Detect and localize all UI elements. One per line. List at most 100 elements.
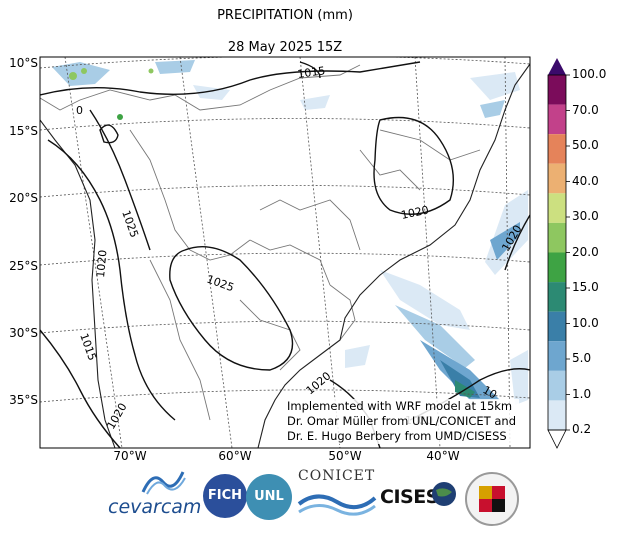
border-chile-arg — [149, 259, 211, 421]
colorbar-cell — [548, 282, 566, 312]
lat-label: 10°S — [9, 56, 38, 70]
grid-lon-50 — [299, 57, 341, 448]
isobar-1020-east — [504, 214, 530, 271]
colorbar-extend-top — [548, 58, 566, 75]
grid-lon-70 — [64, 57, 123, 448]
precip-spot-green3 — [117, 114, 123, 120]
credit-line: Implemented with WRF model at 15km — [287, 399, 513, 413]
colorbar-cell — [548, 104, 566, 135]
isobar-label: 0 — [76, 104, 83, 117]
globe-icon — [432, 482, 456, 506]
precip-patch-se — [510, 350, 528, 405]
precip-patch-north — [52, 62, 110, 86]
conicet-logo: CONICET — [298, 468, 376, 484]
model-credits: Implemented with WRF model at 15km Dr. O… — [284, 399, 519, 444]
colorbar-cell — [548, 311, 566, 342]
colorbar-cell — [548, 75, 566, 105]
border-uruguay — [329, 284, 356, 341]
precip-patch-ne2 — [480, 100, 505, 118]
colorbar-extend-bottom — [547, 429, 567, 449]
lat-label: 15°S — [9, 124, 38, 138]
precip-patch-coast — [345, 345, 370, 368]
isobar-1020-andes — [47, 139, 176, 421]
isobar-small-loop — [99, 124, 119, 144]
border-brazil-states — [259, 199, 361, 251]
isobar-label: 10 — [481, 383, 500, 401]
colorbar-tick-label: 70.0 — [572, 102, 599, 117]
credit-line: Dr. E. Hugo Berbery from UMD/CISESS — [287, 429, 507, 443]
lat-label: 25°S — [9, 259, 38, 273]
colorbar-tick-label: 0.2 — [572, 422, 592, 436]
border-bolivia — [129, 129, 251, 261]
grid-lon-60 — [179, 57, 233, 448]
cevarcam-swirl-icon — [141, 471, 186, 495]
precip-band-central2 — [395, 305, 475, 368]
grid-lat-20 — [40, 185, 530, 198]
grid-lat-35 — [40, 389, 530, 403]
lat-label: 35°S — [9, 393, 38, 407]
lon-label: 70°W — [113, 449, 147, 463]
lat-label: 20°S — [9, 191, 38, 205]
isobar-1020-ne — [373, 116, 455, 215]
border-brazil-ne — [379, 129, 481, 161]
colorbar-cell — [548, 134, 566, 164]
borders — [40, 64, 481, 421]
colorbar-tick-label: 30.0 — [572, 209, 599, 223]
colorbar-tick-label: 1.0 — [572, 386, 592, 401]
colorbar-tick-label: 15.0 — [572, 280, 599, 294]
grid-lon-30 — [504, 57, 511, 448]
credit-line: Dr. Omar Müller from UNL/CONICET and — [287, 414, 516, 428]
colorbar-tick-label: 50.0 — [572, 138, 599, 152]
grid-lat-25 — [40, 252, 530, 266]
lon-label: 40°W — [426, 449, 460, 463]
map-frame — [39, 56, 531, 449]
colorbar-tick-label: 40.0 — [572, 173, 599, 188]
colorbar — [547, 58, 570, 449]
colorbar-cell — [548, 252, 566, 283]
unl-logo: UNL — [246, 474, 292, 520]
precip-patch-north2 — [155, 60, 195, 74]
isobar-label: 1020 — [94, 249, 109, 278]
isobar-1015-north — [40, 61, 421, 96]
isobar-label: 1020 — [400, 203, 430, 222]
colorbar-tick-label: 10.0 — [572, 315, 599, 330]
cevarcam-wordmark: cevarcam — [108, 496, 202, 518]
precip-band-east-core — [490, 222, 520, 260]
precip-spot-green — [69, 72, 77, 80]
precip-spot-green4 — [148, 68, 154, 74]
umd-seal-logo — [465, 472, 519, 526]
lat-label: 30°S — [9, 326, 38, 340]
grid-lat-15 — [40, 118, 530, 131]
isobars — [40, 61, 530, 448]
colorbar-cell — [548, 193, 566, 223]
maryland-flag-icon — [479, 486, 505, 512]
isobar-1015-south — [40, 329, 121, 448]
precip-spot-green2 — [81, 68, 87, 74]
colorbar-tick-label: 100.0 — [572, 67, 607, 81]
precip-patch-ne — [470, 72, 520, 100]
colorbar-tick-label: 5.0 — [572, 351, 592, 365]
precip-band-central — [380, 270, 470, 330]
fich-logo: FICH — [203, 474, 247, 518]
border-brazil-c — [359, 149, 421, 191]
border-paraguay — [249, 239, 331, 286]
precip-band-south-core — [440, 360, 480, 398]
colorbar-cell — [548, 400, 566, 430]
lon-label: 60°W — [218, 449, 252, 463]
colorbar-cell — [548, 222, 566, 253]
chart-title: PRECIPITATION (mm) — [217, 8, 353, 23]
colorbar-cell — [548, 341, 566, 371]
precip-band-south — [420, 340, 500, 400]
colorbar-cell — [548, 163, 566, 194]
colorbar-tick-label: 20.0 — [572, 244, 599, 259]
isobar-1015-top — [299, 61, 321, 79]
lon-label: 50°W — [328, 449, 362, 463]
colorbar-cell — [548, 370, 566, 401]
precip-patch-4 — [300, 95, 330, 110]
isobar-1025-center — [169, 246, 294, 371]
conicet-waves-icon — [297, 494, 377, 516]
isobar-label: 1015 — [297, 64, 327, 81]
coast-atlantic — [257, 63, 530, 448]
border-north — [40, 64, 361, 111]
